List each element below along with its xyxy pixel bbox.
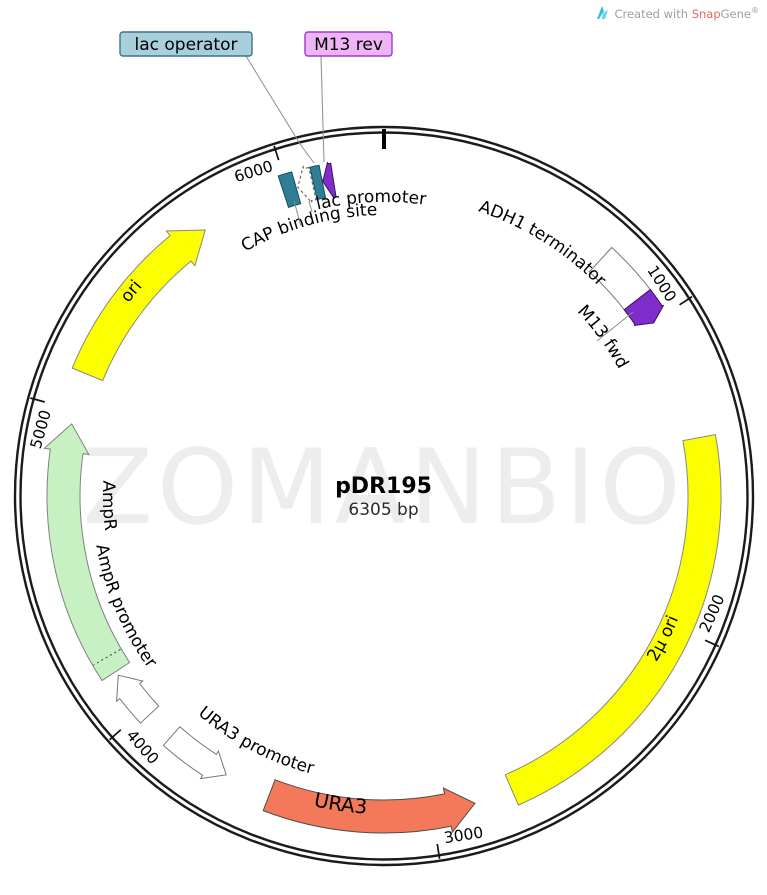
feature-cap-binding-site (277, 171, 302, 209)
feature-ampr-promoter (116, 674, 160, 724)
feature-2u-ori (504, 434, 722, 806)
cap-binding-site-label: CAP binding site (238, 200, 378, 256)
watermark: ZOMANBIO (82, 428, 685, 548)
cap-binding-site-label: CAP binding site (238, 200, 378, 256)
ampr-label: AmpR (98, 480, 120, 532)
cap-binding-site-leader (293, 200, 302, 227)
lac-operator-callout-box (119, 31, 253, 57)
lac-promoter-leader (308, 200, 313, 213)
lac-operator-leader (245, 55, 315, 164)
plasmid-size: 6305 bp (348, 500, 419, 520)
feature-m13-rev (322, 162, 337, 198)
snapgene-logo-icon (597, 6, 609, 20)
feature-ura3 (262, 779, 476, 834)
plasmid-center-label: pDR195 6305 bp (0, 474, 767, 520)
feature-lac-promoter (297, 164, 317, 204)
credit-text: Created with SnapGene® (614, 6, 759, 21)
ampr-label: AmpR (98, 480, 120, 532)
backbone-ring-outer (13, 125, 755, 867)
adh1-terminator-label: ADH1 terminator (476, 197, 609, 290)
feature-m13-fwd (623, 288, 665, 326)
m13-rev-leader (320, 55, 325, 163)
feature-ampr-divider (93, 648, 121, 666)
tick-3000 (436, 843, 441, 859)
feature-ura3-promoter (162, 725, 227, 780)
tick-5000 (30, 397, 46, 403)
m13-rev-callout-box (304, 31, 393, 57)
lac-operator-callout-text: lac operator (134, 35, 237, 55)
tick-2000 (704, 639, 720, 648)
feature-ampr (43, 423, 131, 682)
tick-6000 (273, 145, 280, 161)
plasmid-name: pDR195 (335, 474, 432, 499)
feature-lac-operator (309, 164, 327, 200)
m13-rev-callout-text: M13 rev (314, 35, 383, 55)
adh1-terminator-label: ADH1 terminator (476, 197, 609, 290)
tick-1000 (679, 295, 693, 306)
snapgene-credit: Created with SnapGene® (596, 6, 759, 21)
feature-ori (71, 229, 206, 382)
m13-fwd-leader (596, 311, 634, 342)
tick-4000 (109, 729, 122, 741)
